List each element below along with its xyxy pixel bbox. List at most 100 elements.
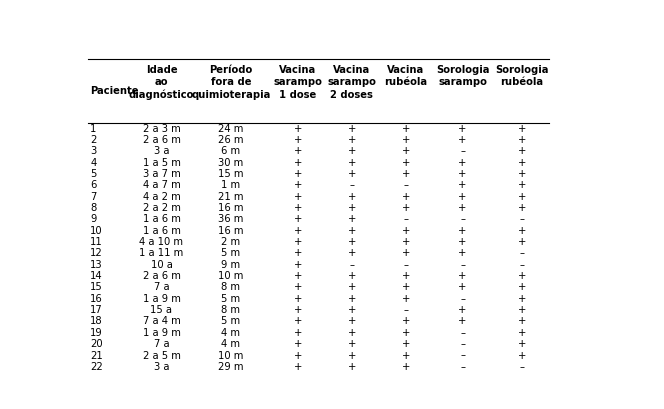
- Text: +: +: [402, 237, 410, 247]
- Text: +: +: [402, 339, 410, 349]
- Text: +: +: [348, 203, 356, 213]
- Text: 13: 13: [90, 260, 103, 270]
- Text: +: +: [348, 158, 356, 168]
- Text: +: +: [402, 169, 410, 179]
- Text: +: +: [402, 294, 410, 304]
- Text: 3 a: 3 a: [154, 362, 169, 372]
- Text: +: +: [517, 237, 526, 247]
- Text: +: +: [517, 283, 526, 292]
- Text: 2 a 6 m: 2 a 6 m: [143, 271, 181, 281]
- Text: +: +: [293, 158, 302, 168]
- Text: +: +: [458, 237, 467, 247]
- Text: +: +: [348, 249, 356, 258]
- Text: Período: Período: [209, 65, 252, 74]
- Text: 2 m: 2 m: [221, 237, 240, 247]
- Text: +: +: [348, 169, 356, 179]
- Text: +: +: [517, 305, 526, 315]
- Text: 10 a: 10 a: [151, 260, 173, 270]
- Text: quimioterapia: quimioterapia: [191, 90, 271, 100]
- Text: 1 m: 1 m: [221, 180, 240, 191]
- Text: 14: 14: [90, 271, 103, 281]
- Text: +: +: [348, 271, 356, 281]
- Text: +: +: [348, 192, 356, 202]
- Text: +: +: [517, 135, 526, 145]
- Text: –: –: [404, 214, 408, 225]
- Text: Vacina: Vacina: [387, 65, 424, 74]
- Text: 6: 6: [90, 180, 96, 191]
- Text: 26 m: 26 m: [218, 135, 244, 145]
- Text: –: –: [519, 260, 524, 270]
- Text: +: +: [517, 146, 526, 156]
- Text: +: +: [293, 351, 302, 360]
- Text: –: –: [519, 214, 524, 225]
- Text: +: +: [293, 305, 302, 315]
- Text: +: +: [402, 249, 410, 258]
- Text: +: +: [348, 214, 356, 225]
- Text: +: +: [293, 192, 302, 202]
- Text: fora de: fora de: [210, 77, 251, 87]
- Text: +: +: [402, 283, 410, 292]
- Text: +: +: [293, 294, 302, 304]
- Text: +: +: [458, 180, 467, 191]
- Text: 19: 19: [90, 328, 103, 338]
- Text: 10 m: 10 m: [218, 271, 244, 281]
- Text: +: +: [517, 271, 526, 281]
- Text: 4 a 10 m: 4 a 10 m: [139, 237, 183, 247]
- Text: +: +: [293, 124, 302, 134]
- Text: 3 a: 3 a: [154, 146, 169, 156]
- Text: +: +: [402, 135, 410, 145]
- Text: 5 m: 5 m: [221, 249, 240, 258]
- Text: +: +: [458, 305, 467, 315]
- Text: –: –: [460, 351, 465, 360]
- Text: 15 a: 15 a: [151, 305, 173, 315]
- Text: +: +: [517, 180, 526, 191]
- Text: 7 a: 7 a: [153, 283, 169, 292]
- Text: 7 a 4 m: 7 a 4 m: [143, 317, 181, 326]
- Text: 2 a 5 m: 2 a 5 m: [143, 351, 181, 360]
- Text: 1 a 6 m: 1 a 6 m: [143, 214, 181, 225]
- Text: +: +: [402, 124, 410, 134]
- Text: +: +: [458, 317, 467, 326]
- Text: +: +: [517, 169, 526, 179]
- Text: 1 a 5 m: 1 a 5 m: [143, 158, 181, 168]
- Text: +: +: [517, 203, 526, 213]
- Text: 24 m: 24 m: [218, 124, 244, 134]
- Text: 21 m: 21 m: [218, 192, 244, 202]
- Text: 10: 10: [90, 226, 103, 236]
- Text: sarampo: sarampo: [438, 77, 487, 87]
- Text: 1: 1: [90, 124, 96, 134]
- Text: +: +: [458, 249, 467, 258]
- Text: +: +: [348, 317, 356, 326]
- Text: diagnóstico: diagnóstico: [129, 90, 194, 100]
- Text: +: +: [517, 351, 526, 360]
- Text: 5: 5: [90, 169, 96, 179]
- Text: +: +: [402, 203, 410, 213]
- Text: +: +: [293, 135, 302, 145]
- Text: +: +: [517, 124, 526, 134]
- Text: 1 a 9 m: 1 a 9 m: [143, 294, 181, 304]
- Text: 5 m: 5 m: [221, 317, 240, 326]
- Text: 10 m: 10 m: [218, 351, 244, 360]
- Text: +: +: [293, 180, 302, 191]
- Text: +: +: [458, 271, 467, 281]
- Text: Vacina: Vacina: [280, 65, 317, 74]
- Text: +: +: [402, 146, 410, 156]
- Text: 4 a 2 m: 4 a 2 m: [143, 192, 181, 202]
- Text: –: –: [460, 328, 465, 338]
- Text: 16 m: 16 m: [218, 226, 244, 236]
- Text: 11: 11: [90, 237, 103, 247]
- Text: +: +: [293, 203, 302, 213]
- Text: +: +: [402, 192, 410, 202]
- Text: 6 m: 6 m: [221, 146, 240, 156]
- Text: +: +: [348, 283, 356, 292]
- Text: +: +: [293, 214, 302, 225]
- Text: 9 m: 9 m: [221, 260, 240, 270]
- Text: 9: 9: [90, 214, 96, 225]
- Text: 15: 15: [90, 283, 103, 292]
- Text: 12: 12: [90, 249, 103, 258]
- Text: 8: 8: [90, 203, 96, 213]
- Text: sarampo: sarampo: [274, 77, 322, 87]
- Text: +: +: [348, 362, 356, 372]
- Text: 2 doses: 2 doses: [331, 90, 373, 100]
- Text: rubéola: rubéola: [500, 77, 543, 87]
